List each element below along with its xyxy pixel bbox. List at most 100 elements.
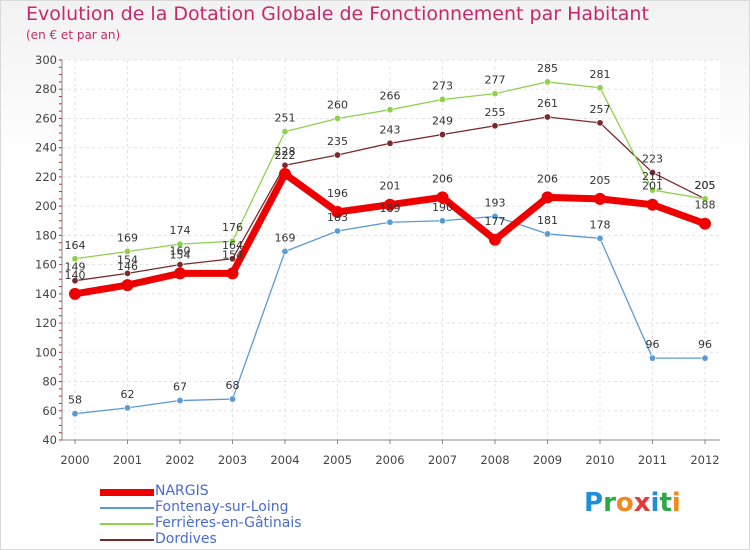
data-point — [491, 90, 499, 98]
data-label: 68 — [226, 379, 240, 392]
data-label: 164 — [65, 239, 86, 252]
logo-letter: r — [603, 488, 616, 518]
data-point — [699, 217, 711, 230]
data-point — [438, 95, 446, 103]
legend-item: Ferrières-en-Gâtinais — [100, 516, 400, 532]
plot-area — [62, 60, 720, 440]
y-tick-label: 120 — [35, 316, 57, 330]
logo-letter: t — [659, 488, 672, 518]
data-label: 249 — [432, 115, 453, 128]
data-label: 183 — [327, 211, 348, 224]
data-point — [438, 217, 446, 225]
data-point — [386, 139, 394, 147]
data-point — [596, 84, 604, 92]
data-point — [229, 395, 237, 403]
data-point — [124, 404, 132, 412]
data-point — [124, 269, 132, 277]
data-label: 96 — [698, 338, 712, 351]
y-tick-label: 180 — [35, 228, 57, 242]
data-point — [543, 78, 551, 86]
data-point — [541, 191, 554, 204]
logo-letter: o — [615, 488, 634, 518]
data-label: 177 — [485, 215, 506, 228]
x-tick-label: 2004 — [270, 453, 299, 467]
data-point — [176, 261, 184, 269]
data-label: 58 — [68, 394, 82, 407]
logo-letter: x — [633, 488, 651, 518]
data-point — [229, 237, 237, 245]
data-label: 140 — [65, 269, 86, 282]
data-point — [333, 151, 341, 159]
data-label: 205 — [590, 174, 611, 187]
x-tick-label: 2000 — [60, 453, 89, 467]
chart-legend: NARGIS Fontenay-sur-Loing Ferrières-en-Gât… — [100, 484, 400, 548]
data-label: 169 — [275, 231, 296, 244]
y-tick-label: 220 — [35, 170, 57, 184]
data-point — [174, 267, 186, 280]
data-label: 206 — [432, 172, 453, 185]
y-tick-label: 260 — [35, 111, 57, 125]
legend-label: NARGIS — [155, 483, 209, 499]
data-point — [489, 233, 501, 246]
data-point — [176, 397, 184, 405]
data-point — [543, 230, 551, 238]
proxiti-logo: Proxiti — [584, 488, 681, 518]
data-label: 201 — [380, 180, 401, 193]
data-point — [281, 128, 289, 136]
data-point — [333, 114, 341, 122]
data-label: 174 — [170, 224, 191, 237]
data-label: 205 — [695, 179, 716, 192]
data-point — [436, 191, 449, 204]
x-tick-label: 2006 — [375, 453, 404, 467]
data-point — [124, 247, 132, 255]
data-label: 189 — [380, 202, 401, 215]
data-label: 154 — [170, 248, 191, 261]
data-point — [646, 198, 659, 211]
data-point — [386, 218, 394, 226]
data-label: 281 — [590, 68, 611, 81]
y-tick-label: 160 — [35, 258, 57, 272]
data-label: 96 — [646, 338, 660, 351]
y-tick-label: 80 — [42, 375, 57, 389]
data-point — [281, 247, 289, 255]
data-label: 235 — [327, 135, 348, 148]
data-point — [71, 277, 79, 285]
data-label: 257 — [590, 103, 611, 116]
data-label: 201 — [642, 180, 663, 193]
legend-item: Dordives — [100, 532, 400, 548]
legend-swatch — [100, 488, 154, 496]
y-tick-label: 140 — [35, 287, 57, 301]
data-point — [71, 410, 79, 418]
data-point — [386, 106, 394, 114]
data-label: 190 — [432, 201, 453, 214]
data-point — [71, 255, 79, 263]
data-label: 193 — [485, 196, 506, 209]
data-label: 149 — [65, 261, 86, 274]
data-point — [701, 354, 709, 362]
logo-letter: P — [584, 488, 604, 518]
x-tick-label: 2005 — [323, 453, 352, 467]
data-label: 178 — [590, 218, 611, 231]
data-label: 62 — [121, 388, 135, 401]
data-point — [491, 212, 499, 220]
data-label: 188 — [695, 199, 716, 212]
y-tick-label: 200 — [35, 199, 57, 213]
y-tick-label: 40 — [42, 433, 57, 447]
legend-swatch — [100, 539, 154, 541]
data-point — [491, 122, 499, 130]
data-label: 160 — [170, 245, 191, 258]
data-label: 285 — [537, 62, 558, 75]
data-point — [281, 161, 289, 169]
x-tick-label: 2008 — [480, 453, 509, 467]
data-point — [594, 192, 606, 205]
legend-label: Ferrières-en-Gâtinais — [155, 515, 302, 531]
chart-subtitle: (en € et par an) — [26, 28, 121, 42]
data-point — [543, 113, 551, 121]
data-point — [226, 267, 239, 280]
legend-item: Fontenay-sur-Loing — [100, 500, 400, 516]
y-tick-label: 60 — [42, 404, 57, 418]
chart-title: Evolution de la Dotation Globale de Fonc… — [26, 3, 649, 25]
data-label: 196 — [327, 187, 348, 200]
data-label: 211 — [642, 170, 663, 183]
data-label: 176 — [222, 221, 243, 234]
